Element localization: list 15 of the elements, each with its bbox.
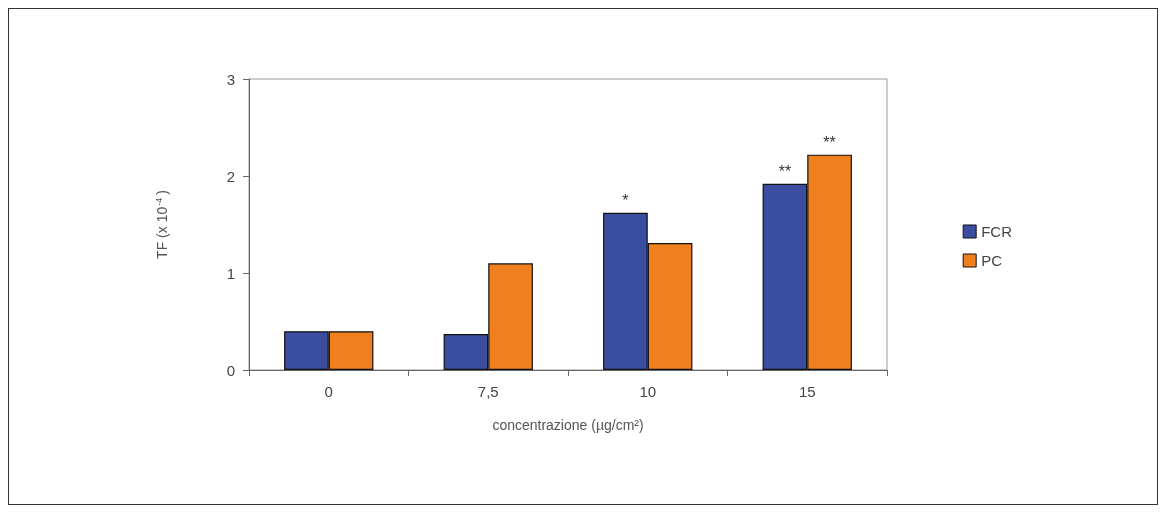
y-tick-label: 3 bbox=[226, 70, 235, 88]
x-tick-label: 0 bbox=[324, 383, 333, 400]
y-axis-title: TF (x 10-4) bbox=[153, 190, 170, 259]
legend-label: FCR bbox=[981, 223, 1013, 240]
annotation: * bbox=[622, 192, 629, 210]
x-tick-label: 7,5 bbox=[477, 383, 499, 400]
x-tick-label: 15 bbox=[798, 383, 816, 400]
annotation: ** bbox=[778, 163, 792, 181]
x-axis-title: concentrazione (µg/cm²) bbox=[492, 417, 644, 433]
y-tick-label: 2 bbox=[226, 167, 235, 185]
legend-label: PC bbox=[981, 252, 1003, 269]
annotation: ** bbox=[823, 134, 836, 152]
y-tick-label: 0 bbox=[226, 361, 235, 379]
x-tick-label: 10 bbox=[639, 383, 657, 400]
y-tick-label: 1 bbox=[226, 264, 235, 282]
